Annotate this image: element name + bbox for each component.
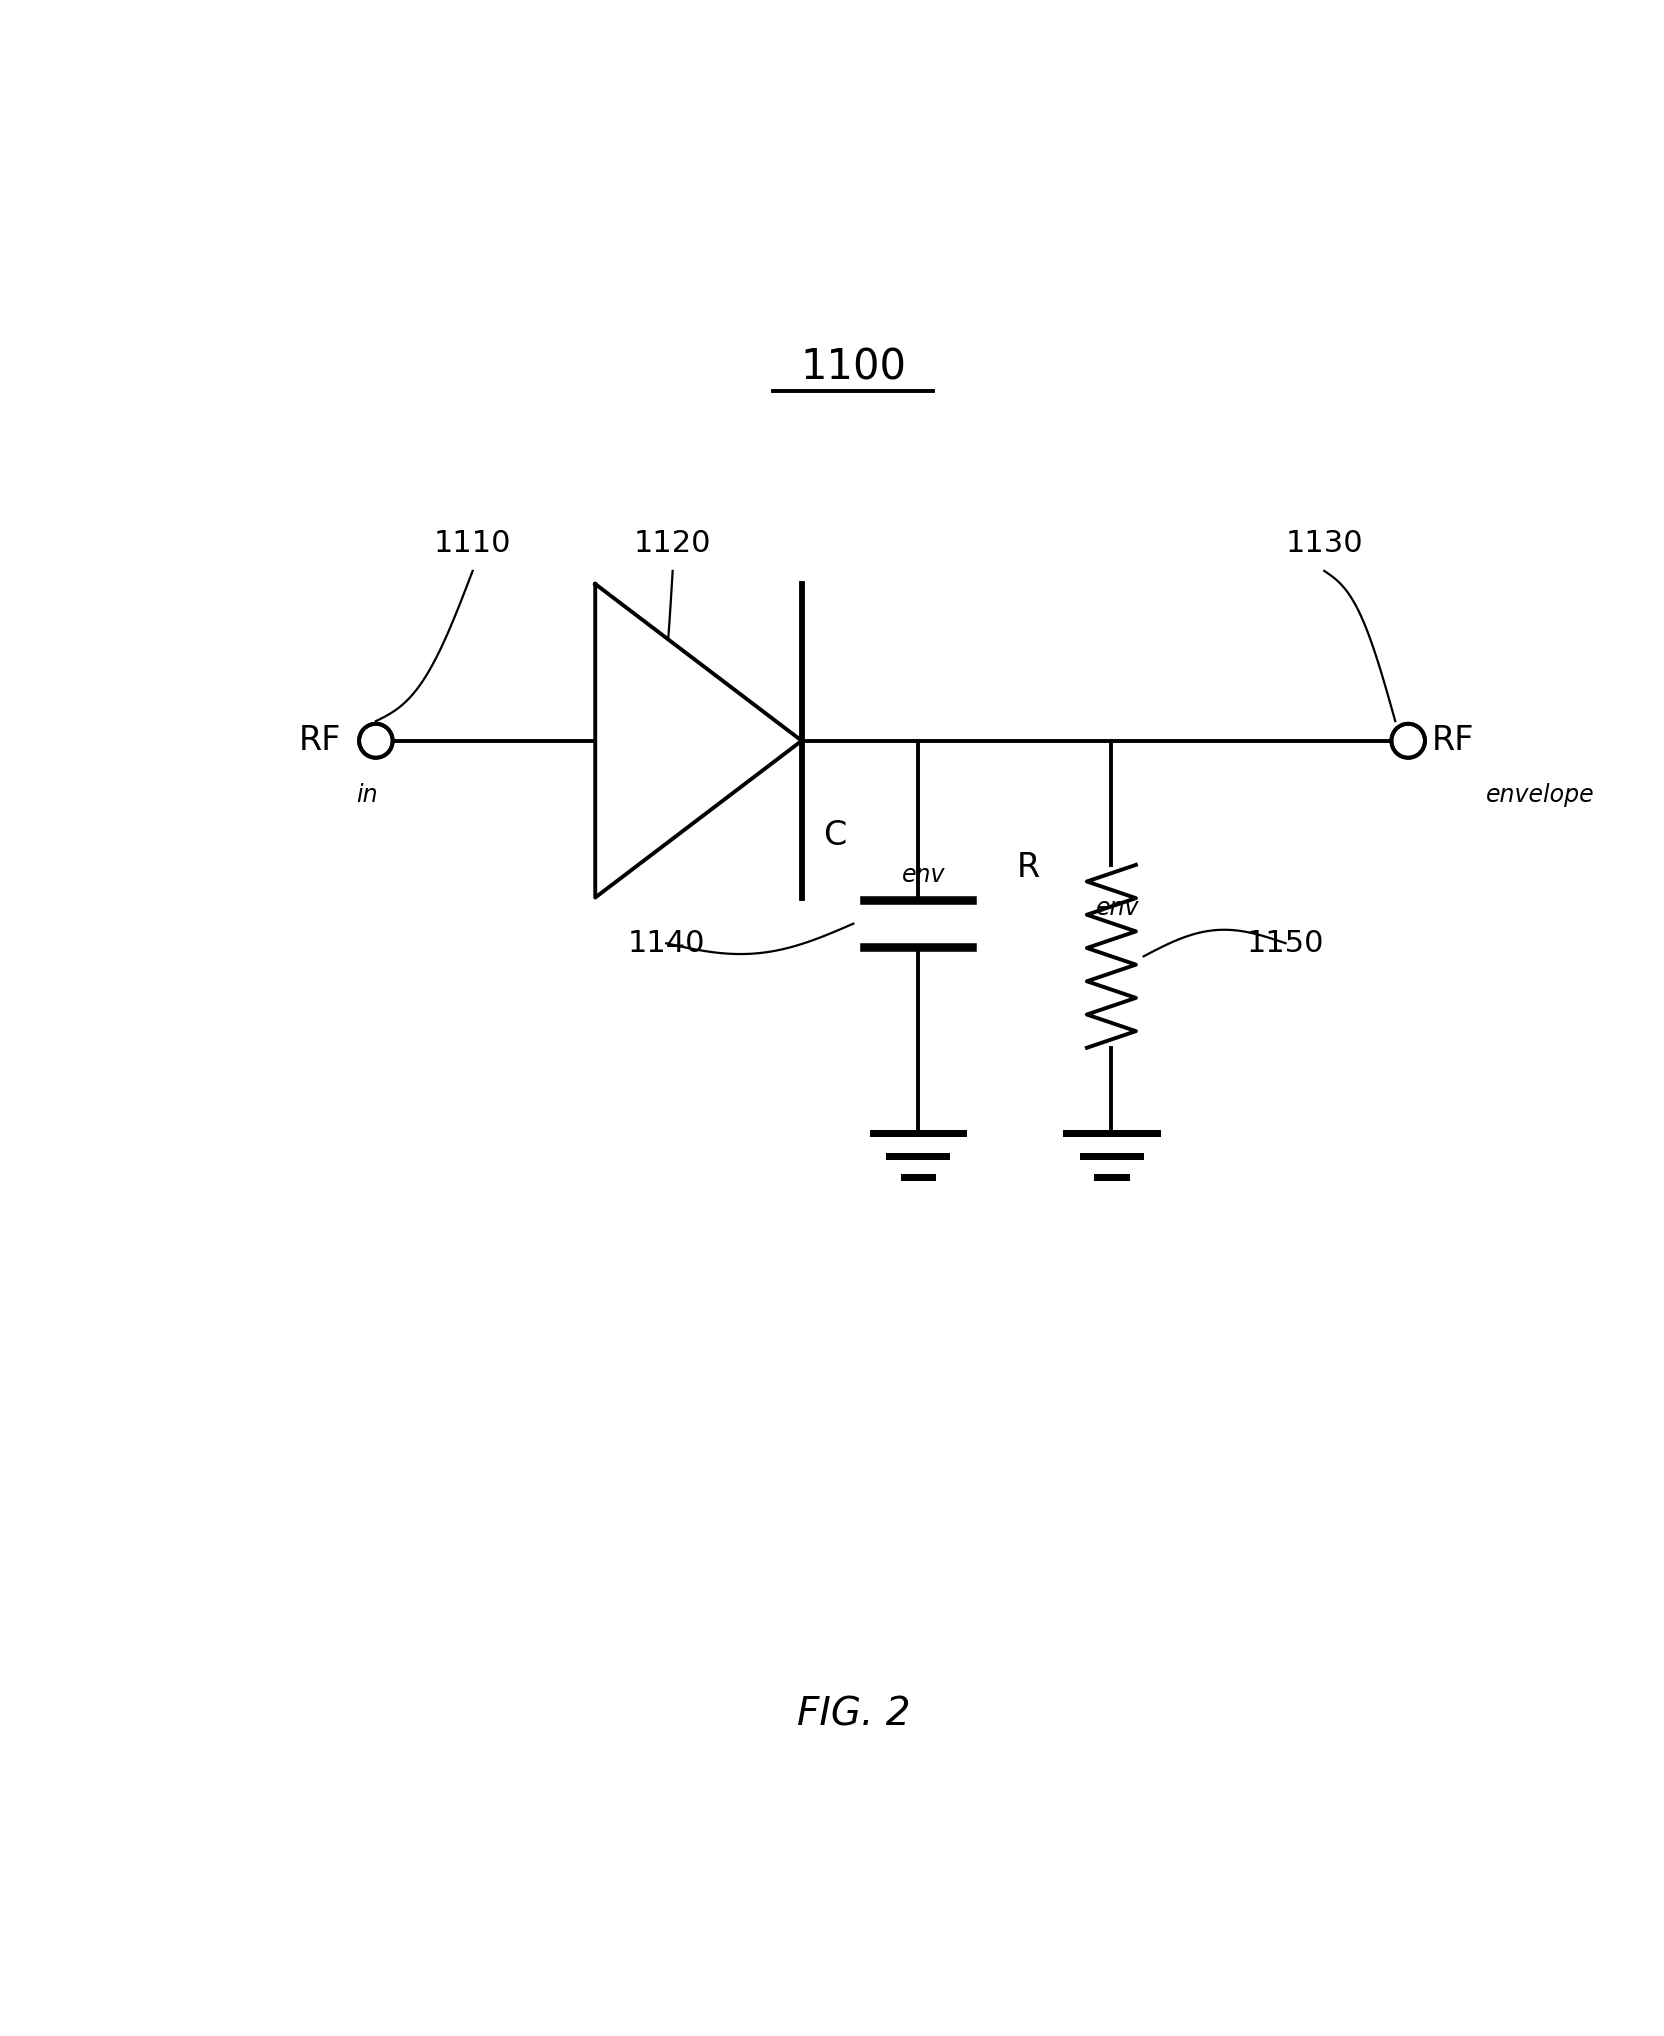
Text: RF: RF (1431, 725, 1473, 757)
Text: 1110: 1110 (434, 529, 511, 558)
Text: C: C (824, 818, 847, 851)
Text: 1130: 1130 (1285, 529, 1363, 558)
Polygon shape (596, 584, 802, 898)
Text: env: env (902, 863, 945, 888)
Circle shape (1391, 723, 1424, 757)
Text: FIG. 2: FIG. 2 (795, 1696, 910, 1735)
Text: R: R (1017, 851, 1040, 884)
Text: env: env (1095, 896, 1138, 920)
Circle shape (359, 723, 393, 757)
Text: 1140: 1140 (627, 928, 704, 957)
Text: envelope: envelope (1484, 782, 1592, 806)
Text: 1100: 1100 (800, 346, 905, 389)
Text: in: in (356, 782, 378, 806)
Text: 1150: 1150 (1246, 928, 1323, 957)
Text: 1120: 1120 (634, 529, 711, 558)
Text: RF: RF (298, 725, 341, 757)
